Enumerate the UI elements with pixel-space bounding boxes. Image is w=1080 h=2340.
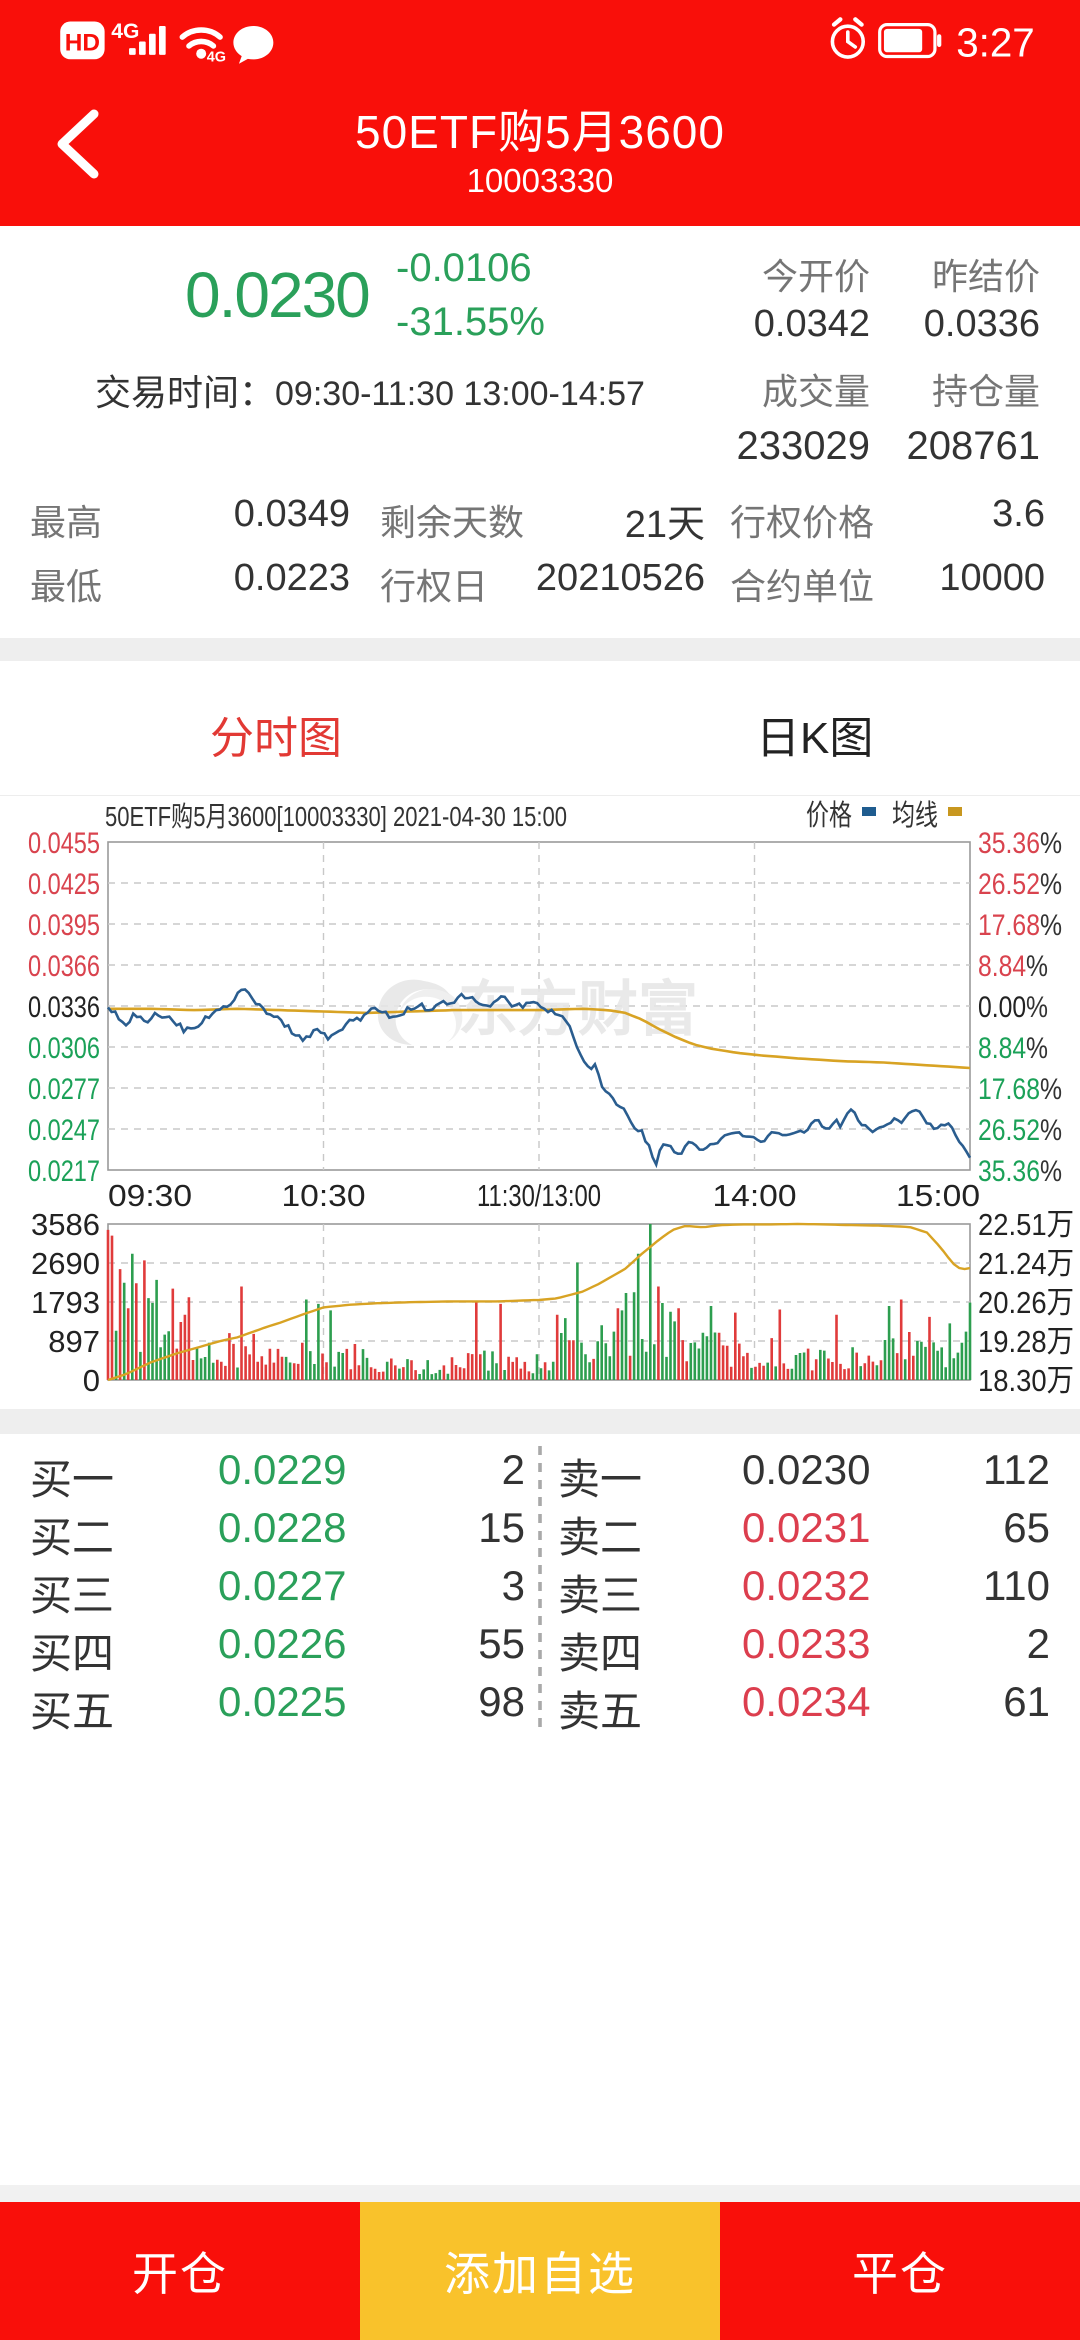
svg-text:0.0217: 0.0217 [28,1155,100,1188]
svg-text:18.30万: 18.30万 [978,1363,1074,1398]
svg-text:11:30/13:00: 11:30/13:00 [477,1178,601,1213]
svg-text:17.68%: 17.68% [978,909,1062,942]
svg-text:10:30: 10:30 [282,1178,366,1213]
svg-text:4G: 4G [207,49,226,65]
svg-text:0: 0 [83,1363,100,1398]
svg-text:0.0336: 0.0336 [28,991,100,1024]
svg-text:20.26万: 20.26万 [978,1285,1074,1320]
svg-text:0.0247: 0.0247 [28,1114,100,1147]
svg-text:3586: 3586 [31,1207,100,1242]
svg-text:0.0306: 0.0306 [28,1032,100,1065]
svg-text:均线: 均线 [892,799,938,832]
svg-text:8.84%: 8.84% [978,950,1048,983]
svg-text:17.68%: 17.68% [978,1073,1062,1106]
svg-text:HD: HD [65,29,100,56]
svg-text:09:30: 09:30 [108,1178,192,1213]
svg-text:0.0366: 0.0366 [28,950,100,983]
svg-text:21.24万: 21.24万 [978,1246,1074,1281]
svg-text:15:00: 15:00 [896,1178,980,1213]
svg-text:0.00%: 0.00% [978,991,1048,1024]
svg-text:26.52%: 26.52% [978,868,1062,901]
svg-text:0.0425: 0.0425 [28,868,100,901]
svg-text:897: 897 [48,1324,100,1359]
svg-text:35.36%: 35.36% [978,827,1062,860]
svg-text:2690: 2690 [31,1246,100,1281]
svg-text:26.52%: 26.52% [978,1114,1062,1147]
svg-text:0.0277: 0.0277 [28,1073,100,1106]
svg-text:35.36%: 35.36% [978,1155,1062,1188]
svg-text:22.51万: 22.51万 [978,1207,1074,1242]
svg-text:8.84%: 8.84% [978,1032,1048,1065]
svg-text:14:00: 14:00 [713,1178,797,1213]
svg-text:0.0395: 0.0395 [28,909,100,942]
svg-text:19.28万: 19.28万 [978,1324,1074,1359]
svg-text:4G: 4G [111,20,139,43]
svg-text:价格: 价格 [806,799,852,832]
svg-text:50ETF购5月3600[10003330] 2021-04: 50ETF购5月3600[10003330] 2021-04-30 15:00 [105,801,567,832]
svg-text:3:27: 3:27 [956,20,1035,66]
svg-text:1793: 1793 [31,1285,100,1320]
svg-text:0.0455: 0.0455 [28,827,100,860]
